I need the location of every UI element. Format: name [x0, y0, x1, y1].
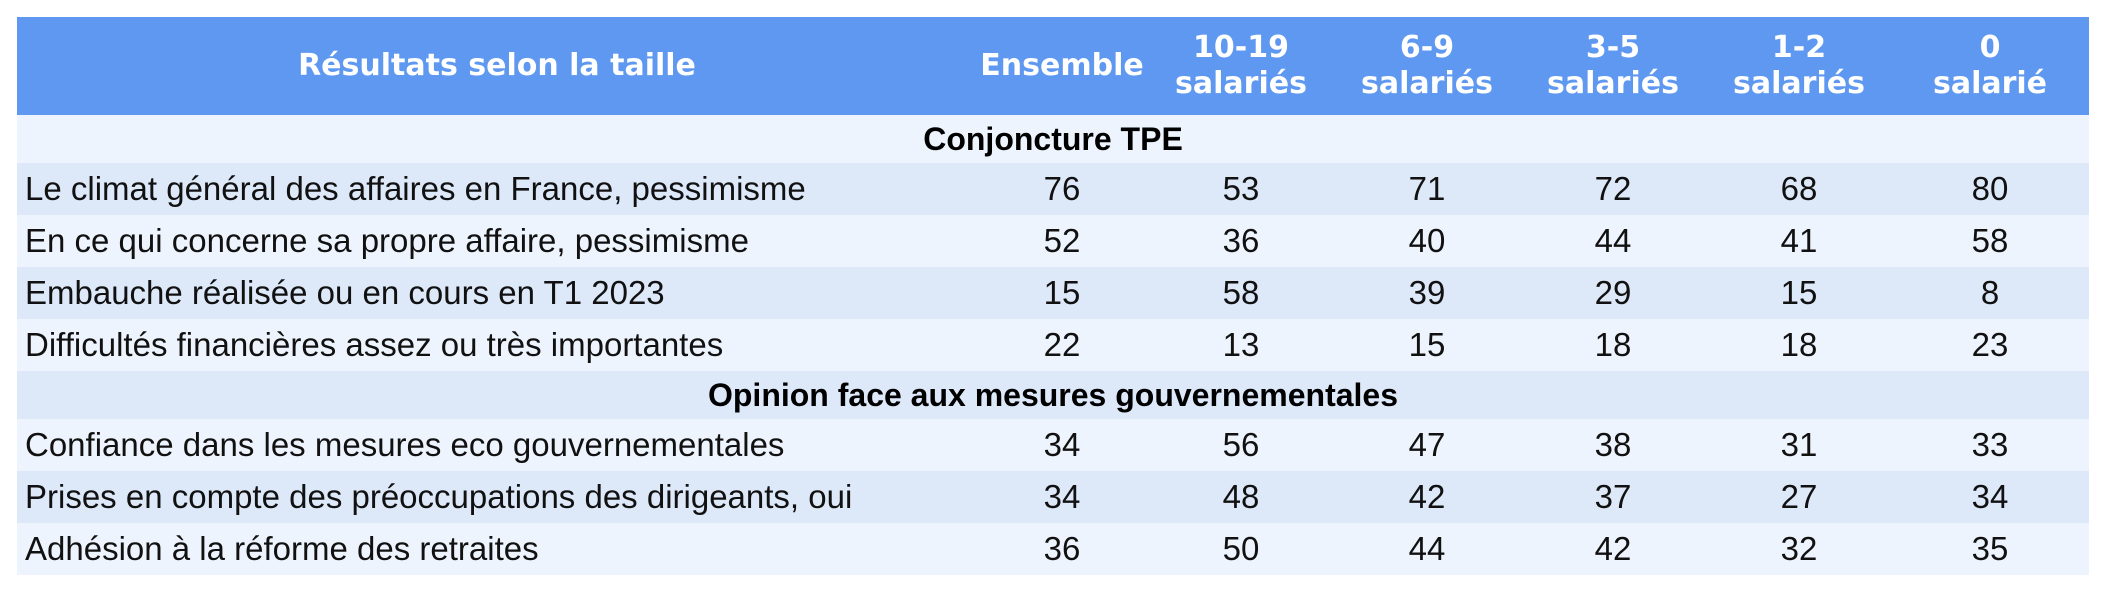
header-cell-ensemble: Ensemble [977, 48, 1147, 84]
cell-6-9: 44 [1408, 530, 1446, 567]
header-cell-10-19: 10-19 salariés [1147, 30, 1335, 102]
cell-ensemble: 34 [1043, 478, 1081, 515]
section-title: Opinion face aux mesures gouvernementale… [707, 376, 1398, 413]
table-header: Résultats selon la taille Ensemble 10-19… [17, 17, 2089, 115]
cell-ensemble: 76 [1043, 170, 1081, 207]
cell-6-9: 39 [1408, 274, 1446, 311]
cell-1-2: 27 [1780, 478, 1818, 515]
cell-6-9: 47 [1408, 426, 1446, 463]
cell-10-19: 13 [1222, 326, 1260, 363]
table-row: Confiance dans les mesures eco gouvernem… [17, 419, 2089, 471]
cell-0: 34 [1971, 478, 2009, 515]
header-cell-1-2: 1-2 salariés [1707, 30, 1891, 102]
cell-ensemble: 34 [1043, 426, 1081, 463]
table-row: En ce qui concerne sa propre affaire, pe… [17, 215, 2089, 267]
cell-1-2: 31 [1780, 426, 1818, 463]
header-3-5-line2: salariés [1547, 66, 1679, 101]
cell-6-9: 42 [1408, 478, 1446, 515]
cell-0: 80 [1971, 170, 2009, 207]
cell-3-5: 18 [1594, 326, 1632, 363]
cell-0: 8 [1980, 274, 2000, 311]
header-10-19-line1: 10-19 [1193, 30, 1289, 65]
cell-0: 35 [1971, 530, 2009, 567]
row-label: En ce qui concerne sa propre affaire, pe… [25, 222, 749, 259]
cell-ensemble: 15 [1043, 274, 1081, 311]
cell-10-19: 56 [1222, 426, 1260, 463]
cell-3-5: 37 [1594, 478, 1632, 515]
header-3-5-line1: 3-5 [1585, 30, 1641, 65]
cell-6-9: 71 [1408, 170, 1446, 207]
row-label: Embauche réalisée ou en cours en T1 2023 [25, 274, 665, 311]
results-table: Résultats selon la taille Ensemble 10-19… [17, 17, 2089, 575]
cell-6-9: 15 [1408, 326, 1446, 363]
cell-1-2: 41 [1780, 222, 1818, 259]
header-6-9-line1: 6-9 [1399, 30, 1455, 65]
cell-10-19: 58 [1222, 274, 1260, 311]
cell-0: 33 [1971, 426, 2009, 463]
table-row: Le climat général des affaires en France… [17, 163, 2089, 215]
header-cell-0: 0 salarié [1891, 30, 2089, 102]
header-ensemble-text: Ensemble [980, 48, 1144, 83]
cell-1-2: 18 [1780, 326, 1818, 363]
section-header-conjoncture: Conjoncture TPE [17, 115, 2089, 163]
header-cell-3-5: 3-5 salariés [1519, 30, 1707, 102]
cell-0: 58 [1971, 222, 2009, 259]
header-0-line1: 0 [1979, 30, 2001, 65]
header-label-text: Résultats selon la taille [298, 48, 696, 83]
cell-0: 23 [1971, 326, 2009, 363]
cell-ensemble: 22 [1043, 326, 1081, 363]
cell-ensemble: 36 [1043, 530, 1081, 567]
row-label: Confiance dans les mesures eco gouvernem… [25, 426, 785, 463]
section-title: Conjoncture TPE [923, 120, 1183, 157]
header-1-2-line2: salariés [1733, 66, 1865, 101]
cell-1-2: 68 [1780, 170, 1818, 207]
cell-6-9: 40 [1408, 222, 1446, 259]
row-label: Le climat général des affaires en France… [25, 170, 806, 207]
cell-3-5: 42 [1594, 530, 1632, 567]
cell-1-2: 15 [1780, 274, 1818, 311]
header-6-9-line2: salariés [1361, 66, 1493, 101]
header-cell-6-9: 6-9 salariés [1335, 30, 1519, 102]
cell-1-2: 32 [1780, 530, 1818, 567]
cell-ensemble: 52 [1043, 222, 1081, 259]
table-row: Adhésion à la réforme des retraites 36 5… [17, 523, 2089, 575]
header-cell-label: Résultats selon la taille [17, 48, 977, 84]
table-row: Difficultés financières assez ou très im… [17, 319, 2089, 371]
cell-3-5: 38 [1594, 426, 1632, 463]
cell-3-5: 44 [1594, 222, 1632, 259]
section-header-opinion: Opinion face aux mesures gouvernementale… [17, 371, 2089, 419]
row-label: Adhésion à la réforme des retraites [25, 530, 539, 567]
header-0-line2: salarié [1932, 66, 2048, 101]
cell-10-19: 50 [1222, 530, 1260, 567]
cell-10-19: 48 [1222, 478, 1260, 515]
row-label: Difficultés financières assez ou très im… [25, 326, 724, 363]
cell-3-5: 72 [1594, 170, 1632, 207]
cell-10-19: 53 [1222, 170, 1260, 207]
table-row: Prises en compte des préoccupations des … [17, 471, 2089, 523]
header-1-2-line1: 1-2 [1771, 30, 1827, 65]
cell-10-19: 36 [1222, 222, 1260, 259]
row-label: Prises en compte des préoccupations des … [25, 478, 853, 515]
header-10-19-line2: salariés [1175, 66, 1307, 101]
cell-3-5: 29 [1594, 274, 1632, 311]
table-row: Embauche réalisée ou en cours en T1 2023… [17, 267, 2089, 319]
